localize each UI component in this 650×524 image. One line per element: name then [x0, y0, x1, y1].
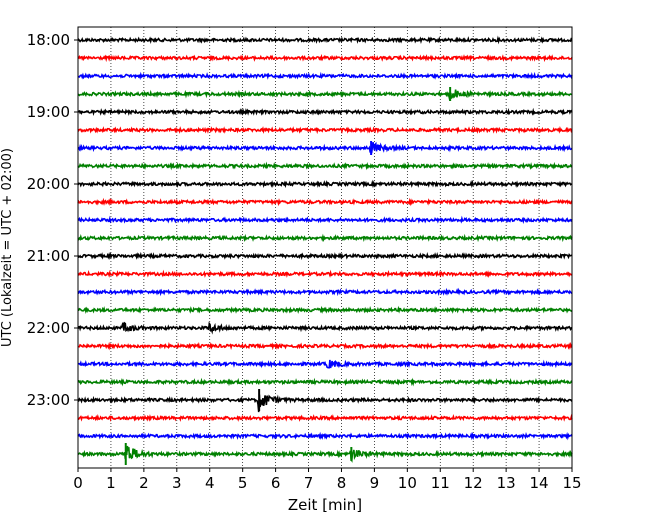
trace-2100 [77, 251, 573, 261]
trace-2000 [77, 179, 573, 189]
trace-2330 [77, 431, 573, 441]
y-axis-ticks: 18:00 19:00 20:00 21:00 22:00 23:00 [27, 31, 78, 409]
trace-2215 [77, 341, 573, 351]
x-tick-label: 13 [497, 474, 516, 492]
trace-1800 [77, 35, 573, 45]
x-tick-label: 2 [139, 474, 149, 492]
trace-1845 [77, 89, 573, 101]
trace-2145 [77, 305, 573, 314]
trace-2200 [77, 321, 573, 335]
x-tick-label: 7 [304, 474, 314, 492]
trace-1815 [77, 53, 573, 63]
x-tick-label: 8 [337, 474, 347, 492]
x-tick-label: 3 [172, 474, 182, 492]
trace-2345 [77, 445, 573, 463]
trace-1900 [77, 107, 573, 117]
x-tick-label: 14 [530, 474, 549, 492]
trace-2045 [77, 233, 573, 243]
trace-1945 [77, 161, 573, 171]
x-tick-label: 15 [562, 474, 581, 492]
y-tick-label: 22:00 [27, 319, 70, 337]
trace-2300 [77, 394, 573, 413]
x-axis-label: Zeit [min] [288, 496, 362, 514]
x-tick-label: 12 [464, 474, 483, 492]
trace-2115 [77, 269, 573, 279]
y-axis-label: UTC (Lokalzeit = UTC + 02:00) [0, 148, 15, 347]
x-tick-label: 5 [238, 474, 248, 492]
y-tick-label: 19:00 [27, 103, 70, 121]
trace-1915 [77, 126, 573, 135]
x-axis-ticks: 0 1 2 3 4 5 6 7 8 9 10 11 12 13 14 15 [73, 468, 582, 492]
x-tick-label: 6 [271, 474, 281, 492]
trace-2315 [77, 414, 573, 422]
trace-1930 [77, 141, 573, 154]
trace-2015 [77, 197, 573, 207]
x-tick-label: 0 [73, 474, 83, 492]
trace-2245 [77, 377, 573, 387]
trace-2030 [77, 215, 573, 225]
y-tick-label: 21:00 [27, 247, 70, 265]
y-tick-label: 23:00 [27, 391, 70, 409]
y-tick-label: 18:00 [27, 31, 70, 49]
trace-2130 [77, 287, 573, 297]
x-tick-label: 11 [431, 474, 450, 492]
y-tick-label: 20:00 [27, 175, 70, 193]
plot-frame [77, 26, 573, 469]
x-tick-label: 10 [398, 474, 417, 492]
x-tick-label: 4 [205, 474, 215, 492]
trace-2230 [77, 359, 573, 369]
x-tick-label: 9 [370, 474, 380, 492]
trace-1830 [77, 71, 573, 80]
trace-layer [77, 35, 573, 465]
x-tick-label: 1 [106, 474, 116, 492]
